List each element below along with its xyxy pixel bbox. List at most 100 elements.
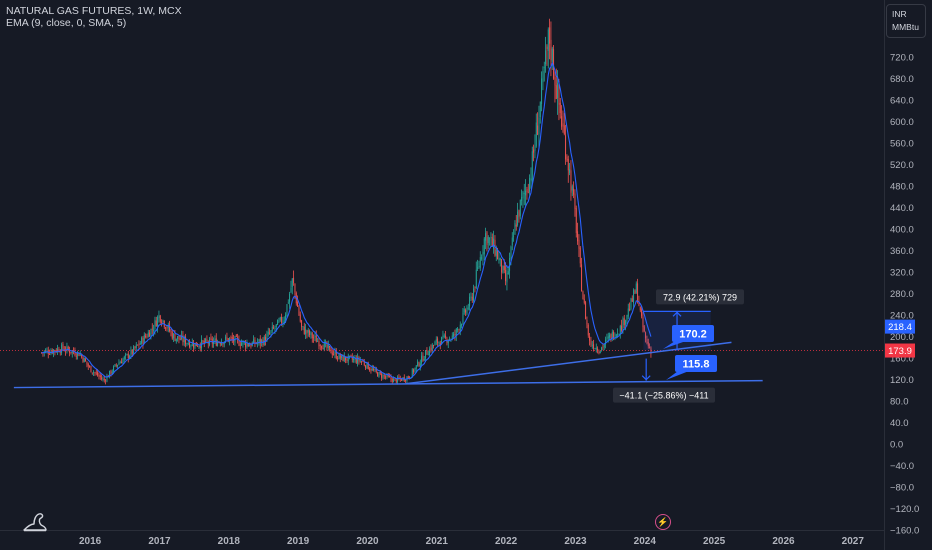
y-tick-label: −120.0 bbox=[890, 504, 919, 515]
trendline[interactable] bbox=[13, 379, 763, 389]
candle-body bbox=[498, 258, 500, 261]
candle-body bbox=[385, 376, 387, 378]
price-axis[interactable]: 720.0 680.0 640.0 600.0 560.0 520.0 480.0 440.0… bbox=[890, 53, 919, 537]
candle-body bbox=[141, 337, 143, 344]
candle-body bbox=[45, 350, 47, 353]
candle-body bbox=[314, 335, 316, 338]
candle-body bbox=[529, 177, 531, 192]
x-tick-label: 2022 bbox=[495, 536, 518, 547]
candle-body bbox=[455, 328, 457, 336]
candle-body bbox=[281, 316, 283, 323]
candle-body bbox=[285, 314, 287, 322]
candle-body bbox=[298, 306, 300, 316]
candle-body bbox=[249, 345, 251, 347]
candle-body bbox=[221, 342, 223, 345]
lower-price-range-tool[interactable]: −41.1 (−25.86%) −411 bbox=[613, 358, 715, 403]
candle-body bbox=[173, 333, 175, 339]
candle-body bbox=[470, 296, 472, 298]
candle-body bbox=[551, 48, 553, 63]
time-axis[interactable]: 2016 2017 2018 2019 2020 2021 2022 2023 2024 2025… bbox=[79, 536, 864, 547]
callout-pointer bbox=[663, 341, 686, 349]
candle-body bbox=[139, 343, 141, 345]
candle-body bbox=[641, 309, 643, 317]
candle-body bbox=[265, 337, 267, 342]
candle-body bbox=[329, 345, 331, 348]
candle-body bbox=[562, 123, 564, 127]
candle-body bbox=[58, 349, 60, 353]
candle-body bbox=[62, 343, 64, 350]
chart-legend: NATURAL GAS FUTURES, 1W, MCX EMA (9, clo… bbox=[6, 5, 182, 29]
callout-lower[interactable]: 115.8 bbox=[666, 355, 717, 380]
candle-body bbox=[639, 306, 641, 311]
candle-body bbox=[594, 348, 596, 350]
candle-body bbox=[267, 332, 269, 335]
y-tick-label: 520.0 bbox=[890, 160, 914, 171]
candle-body bbox=[278, 320, 280, 322]
range-label-text: −41.1 (−25.86%) −411 bbox=[619, 391, 708, 401]
candle-body bbox=[61, 344, 63, 353]
candle-body bbox=[646, 339, 648, 343]
candle-body bbox=[258, 339, 260, 342]
currency-unit: MMBtu bbox=[892, 22, 919, 32]
candle-body bbox=[305, 329, 307, 335]
candle-body bbox=[393, 378, 395, 383]
candle-body bbox=[462, 312, 464, 324]
candle-body bbox=[290, 287, 292, 293]
range-label-box bbox=[613, 387, 715, 403]
candle-body bbox=[566, 156, 568, 161]
candle-body bbox=[461, 324, 463, 326]
x-tick-label: 2023 bbox=[564, 536, 587, 547]
candle-body bbox=[441, 337, 443, 345]
candle-body bbox=[435, 339, 437, 342]
candle-body bbox=[318, 341, 320, 347]
candle-body bbox=[417, 361, 419, 366]
candle-body bbox=[273, 327, 275, 329]
candle-body bbox=[547, 29, 549, 51]
candle-body bbox=[367, 362, 369, 370]
candle-body bbox=[93, 372, 95, 373]
candle-body bbox=[67, 347, 69, 350]
candle-body bbox=[297, 302, 299, 307]
y-tick-label: 0.0 bbox=[890, 440, 903, 451]
candle-body bbox=[306, 330, 308, 334]
candle-body bbox=[527, 191, 529, 193]
candle-body bbox=[309, 330, 311, 336]
candle-body bbox=[395, 379, 397, 383]
candle-body bbox=[113, 366, 115, 373]
currency-unit-button[interactable]: INR MMBtu bbox=[886, 4, 926, 38]
candle-body bbox=[206, 339, 208, 342]
candle-body bbox=[394, 378, 396, 380]
candle-body bbox=[459, 324, 461, 331]
price-tag-text: 173.9 bbox=[888, 346, 912, 357]
candle-body bbox=[626, 315, 628, 321]
candle-body bbox=[283, 320, 285, 322]
candle-body bbox=[359, 360, 361, 362]
candle-body bbox=[335, 351, 337, 359]
lightning-icon[interactable]: ⚡ bbox=[655, 514, 671, 530]
candle-body bbox=[458, 329, 460, 331]
candle-body bbox=[338, 354, 340, 360]
candle-body bbox=[558, 81, 560, 105]
candle-body bbox=[499, 257, 501, 261]
candle-body bbox=[371, 368, 373, 371]
indicator-label[interactable]: EMA (9, close, 0, SMA, 5) bbox=[6, 17, 127, 29]
y-tick-label: 720.0 bbox=[890, 53, 914, 64]
symbol-title[interactable]: NATURAL GAS FUTURES, 1W, MCX bbox=[6, 5, 182, 17]
candle-body bbox=[199, 345, 201, 348]
candle-body bbox=[485, 233, 487, 241]
candle-body bbox=[177, 336, 179, 340]
ema-line[interactable] bbox=[41, 61, 652, 380]
candle-body bbox=[375, 368, 377, 372]
candle-body bbox=[541, 78, 543, 104]
candle-body bbox=[579, 247, 581, 264]
candle-body bbox=[603, 344, 605, 348]
candle-body bbox=[645, 332, 647, 339]
candle-body bbox=[326, 342, 328, 348]
candle-body bbox=[515, 224, 517, 227]
candle-body bbox=[569, 169, 571, 173]
candle-body bbox=[279, 317, 281, 320]
callout-upper[interactable]: 170.2 bbox=[663, 325, 714, 349]
candle-body bbox=[369, 368, 371, 370]
candle-body bbox=[178, 335, 180, 340]
